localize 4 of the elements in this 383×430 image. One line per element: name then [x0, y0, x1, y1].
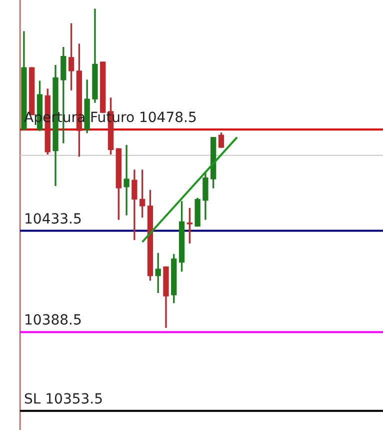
ref-line-label: 10388.5 — [24, 312, 82, 329]
ref-line-label: 10433.5 — [24, 211, 82, 228]
ref-line-label: SL 10353.5 — [24, 392, 104, 408]
candlestick — [124, 144, 130, 216]
